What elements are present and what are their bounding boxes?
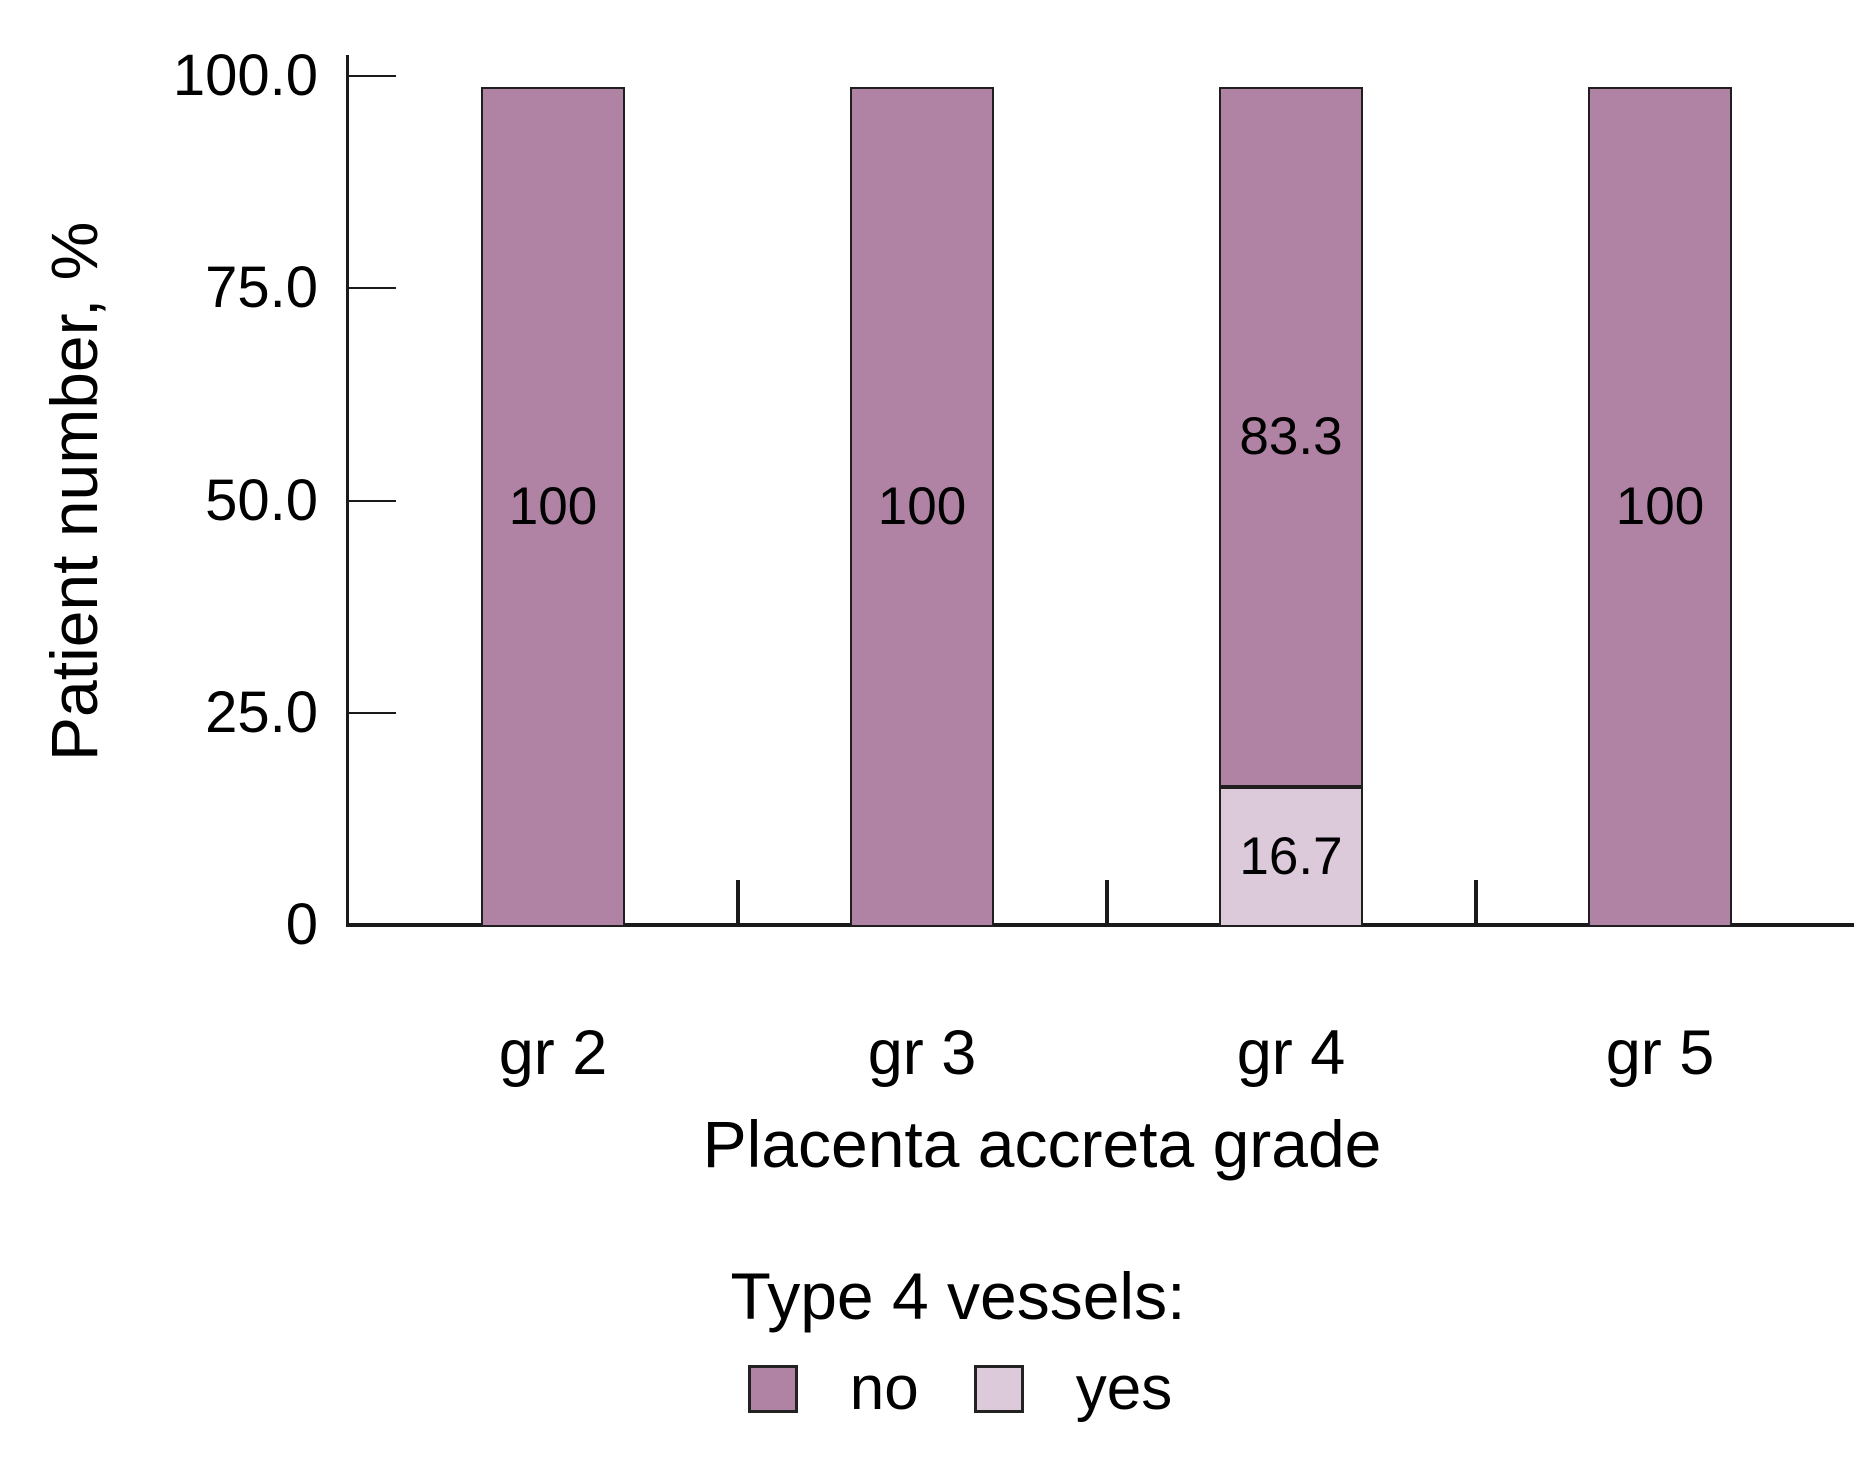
legend-item-no: no [747, 1354, 919, 1423]
y-axis-line [346, 55, 349, 927]
legend-swatch-no [747, 1365, 798, 1413]
bar-segment-no-gr-4 [1219, 87, 1363, 787]
legend-title: Type 4 vessels: [730, 1259, 1186, 1333]
legend: no yes [0, 1358, 1854, 1420]
x-category-label: gr 4 [1236, 1018, 1346, 1088]
legend-item-yes: yes [973, 1354, 1173, 1423]
bar-value-label: 100 [1615, 477, 1705, 536]
x-category-label: gr 2 [498, 1018, 608, 1088]
x-axis-line [346, 923, 1854, 927]
y-tick-label: 0 [285, 892, 318, 957]
y-tick-label: 50.0 [205, 467, 318, 533]
x-tick [1104, 880, 1109, 925]
legend-label: no [849, 1354, 919, 1423]
bar-segment-no-gr-2 [481, 87, 625, 927]
y-tick [346, 499, 396, 502]
x-tick [735, 880, 740, 925]
y-tick-label: 25.0 [205, 679, 318, 745]
y-tick [346, 287, 396, 290]
x-category-label: gr 3 [867, 1018, 977, 1088]
x-tick [1473, 880, 1478, 925]
y-tick [346, 711, 396, 714]
bar-value-label: 83.3 [1239, 406, 1343, 466]
x-axis-title: Placenta accreta grade [702, 1107, 1382, 1181]
bar-segment-no-gr-3 [850, 87, 994, 927]
y-tick-label: 100.0 [172, 43, 318, 108]
bar-segment-yes-gr-4 [1219, 786, 1363, 927]
legend-swatch-yes [973, 1365, 1024, 1413]
legend-label: yes [1075, 1354, 1173, 1423]
bar-value-label: 100 [508, 477, 598, 536]
bar-value-label: 16.7 [1239, 826, 1343, 886]
y-tick [346, 75, 396, 77]
bar-segment-no-gr-5 [1588, 87, 1732, 927]
y-tick-label: 75.0 [205, 255, 318, 321]
bar-value-label: 100 [877, 477, 967, 536]
x-category-label: gr 5 [1605, 1018, 1715, 1088]
